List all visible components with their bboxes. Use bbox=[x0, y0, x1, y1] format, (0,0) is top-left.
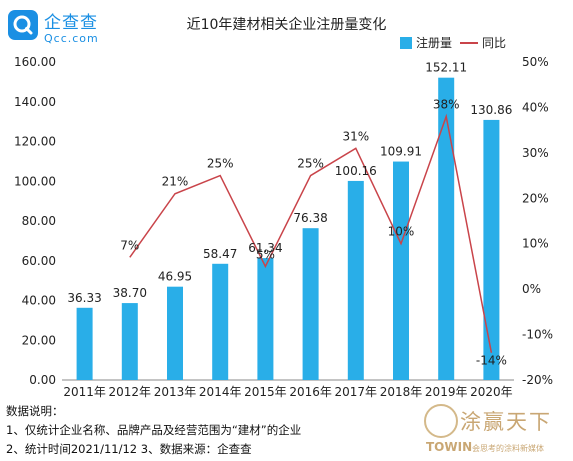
brand-domain: Qcc.com bbox=[44, 32, 99, 45]
y2-tick-label: 10% bbox=[522, 237, 549, 251]
line-value-label: 5% bbox=[256, 247, 275, 261]
bar-value-label: 38.70 bbox=[113, 286, 147, 300]
bar bbox=[438, 77, 455, 381]
bar bbox=[347, 180, 364, 380]
data-notes: 数据说明： 1、仅统计企业名称、品牌产品及经营范围为“建材”的企业 2、统计时间… bbox=[6, 402, 301, 459]
bar-value-label: 76.38 bbox=[293, 211, 327, 225]
bar-value-label: 36.33 bbox=[67, 291, 101, 305]
line-value-label: -14% bbox=[476, 354, 507, 368]
brand-logo: 企查查 Qcc.com bbox=[8, 6, 128, 52]
line-value-label: 38% bbox=[433, 98, 460, 112]
y2-tick-label: 0% bbox=[522, 282, 541, 296]
watermark-emblem-icon bbox=[424, 404, 458, 438]
y-tick-label: 20.00 bbox=[22, 333, 56, 347]
x-tick-label: 2015年 bbox=[244, 385, 287, 399]
bar bbox=[483, 119, 500, 381]
line-value-label: 25% bbox=[207, 157, 234, 171]
x-tick-label: 2011年 bbox=[63, 385, 106, 399]
bar-value-label: 152.11 bbox=[425, 61, 467, 75]
bar-value-label: 61.34 bbox=[248, 241, 282, 255]
legend-swatch-line bbox=[460, 42, 478, 44]
x-tick-label: 2018年 bbox=[380, 385, 423, 399]
bar-value-label: 58.47 bbox=[203, 247, 237, 261]
bar bbox=[212, 263, 229, 380]
x-tick-label: 2014年 bbox=[199, 385, 242, 399]
x-tick-label: 2017年 bbox=[335, 385, 378, 399]
y2-tick-label: 40% bbox=[522, 100, 549, 114]
legend-label-bar: 注册量 bbox=[416, 36, 453, 50]
line-value-label: 25% bbox=[297, 157, 324, 171]
y-tick-label: 40.00 bbox=[22, 294, 56, 308]
bar bbox=[167, 286, 183, 380]
y2-tick-label: 30% bbox=[522, 146, 549, 160]
bar bbox=[257, 258, 274, 380]
y2-tick-label: 20% bbox=[522, 191, 549, 205]
yoy-line bbox=[129, 113, 493, 353]
y-tick-label: 100.00 bbox=[14, 174, 56, 188]
line-value-label: 31% bbox=[342, 129, 369, 143]
watermark-name: 涂赢天下 bbox=[460, 410, 552, 434]
bar bbox=[76, 307, 93, 380]
x-tick-label: 2012年 bbox=[109, 385, 152, 399]
y-tick-label: 120.00 bbox=[14, 135, 56, 149]
watermark-english: TOWIN bbox=[426, 440, 473, 454]
y-tick-label: 140.00 bbox=[14, 95, 56, 109]
bar-value-label: 109.91 bbox=[380, 145, 422, 159]
bar bbox=[302, 228, 319, 380]
x-tick-label: 2020年 bbox=[470, 385, 513, 399]
notes-line-1: 1、仅统计企业名称、品牌产品及经营范围为“建材”的企业 bbox=[6, 423, 302, 437]
y2-tick-label: 50% bbox=[522, 55, 549, 69]
bar bbox=[393, 161, 409, 380]
line-value-label: 21% bbox=[162, 175, 189, 189]
notes-line-2: 2、统计时间2021/11/12 3、数据来源：企查查 bbox=[6, 442, 252, 456]
bar-value-label: 100.16 bbox=[335, 164, 377, 178]
watermark-slogan: 会思考的涂料新媒体 bbox=[472, 444, 544, 453]
bar-value-label: 46.95 bbox=[158, 270, 192, 284]
line-value-label: 7% bbox=[120, 238, 139, 252]
line-value-label: 10% bbox=[388, 225, 415, 239]
bar-value-label: 130.86 bbox=[470, 103, 512, 117]
brand-name: 企查查 bbox=[44, 13, 98, 33]
y-tick-label: 60.00 bbox=[22, 254, 56, 268]
legend-item-bar: 注册量 bbox=[400, 34, 452, 51]
notes-heading: 数据说明： bbox=[6, 404, 64, 418]
legend-label-line: 同比 bbox=[482, 36, 507, 50]
chart-title: 近10年建材相关企业注册量变化 bbox=[186, 17, 387, 33]
legend-swatch-bar bbox=[400, 37, 412, 49]
chart-plot: 0.00 20.00 40.00 60.00 80.00 100.00 120.00 140.… bbox=[14, 55, 553, 399]
bar bbox=[121, 303, 138, 380]
y2-tick-label: -20% bbox=[522, 373, 553, 387]
qcc-logo-icon bbox=[8, 10, 38, 40]
x-tick-label: 2019年 bbox=[425, 385, 468, 399]
watermark-logo: 涂赢天下 TOWIN 会思考的涂料新媒体 bbox=[408, 404, 568, 458]
y-tick-label: 160.00 bbox=[14, 55, 56, 69]
legend-item-line: 同比 bbox=[460, 34, 506, 51]
x-tick-label: 2016年 bbox=[289, 385, 332, 399]
y2-tick-label: -10% bbox=[522, 328, 553, 342]
y-tick-label: 0.00 bbox=[29, 373, 56, 387]
y-tick-label: 80.00 bbox=[22, 214, 56, 228]
x-tick-label: 2013年 bbox=[154, 385, 197, 399]
